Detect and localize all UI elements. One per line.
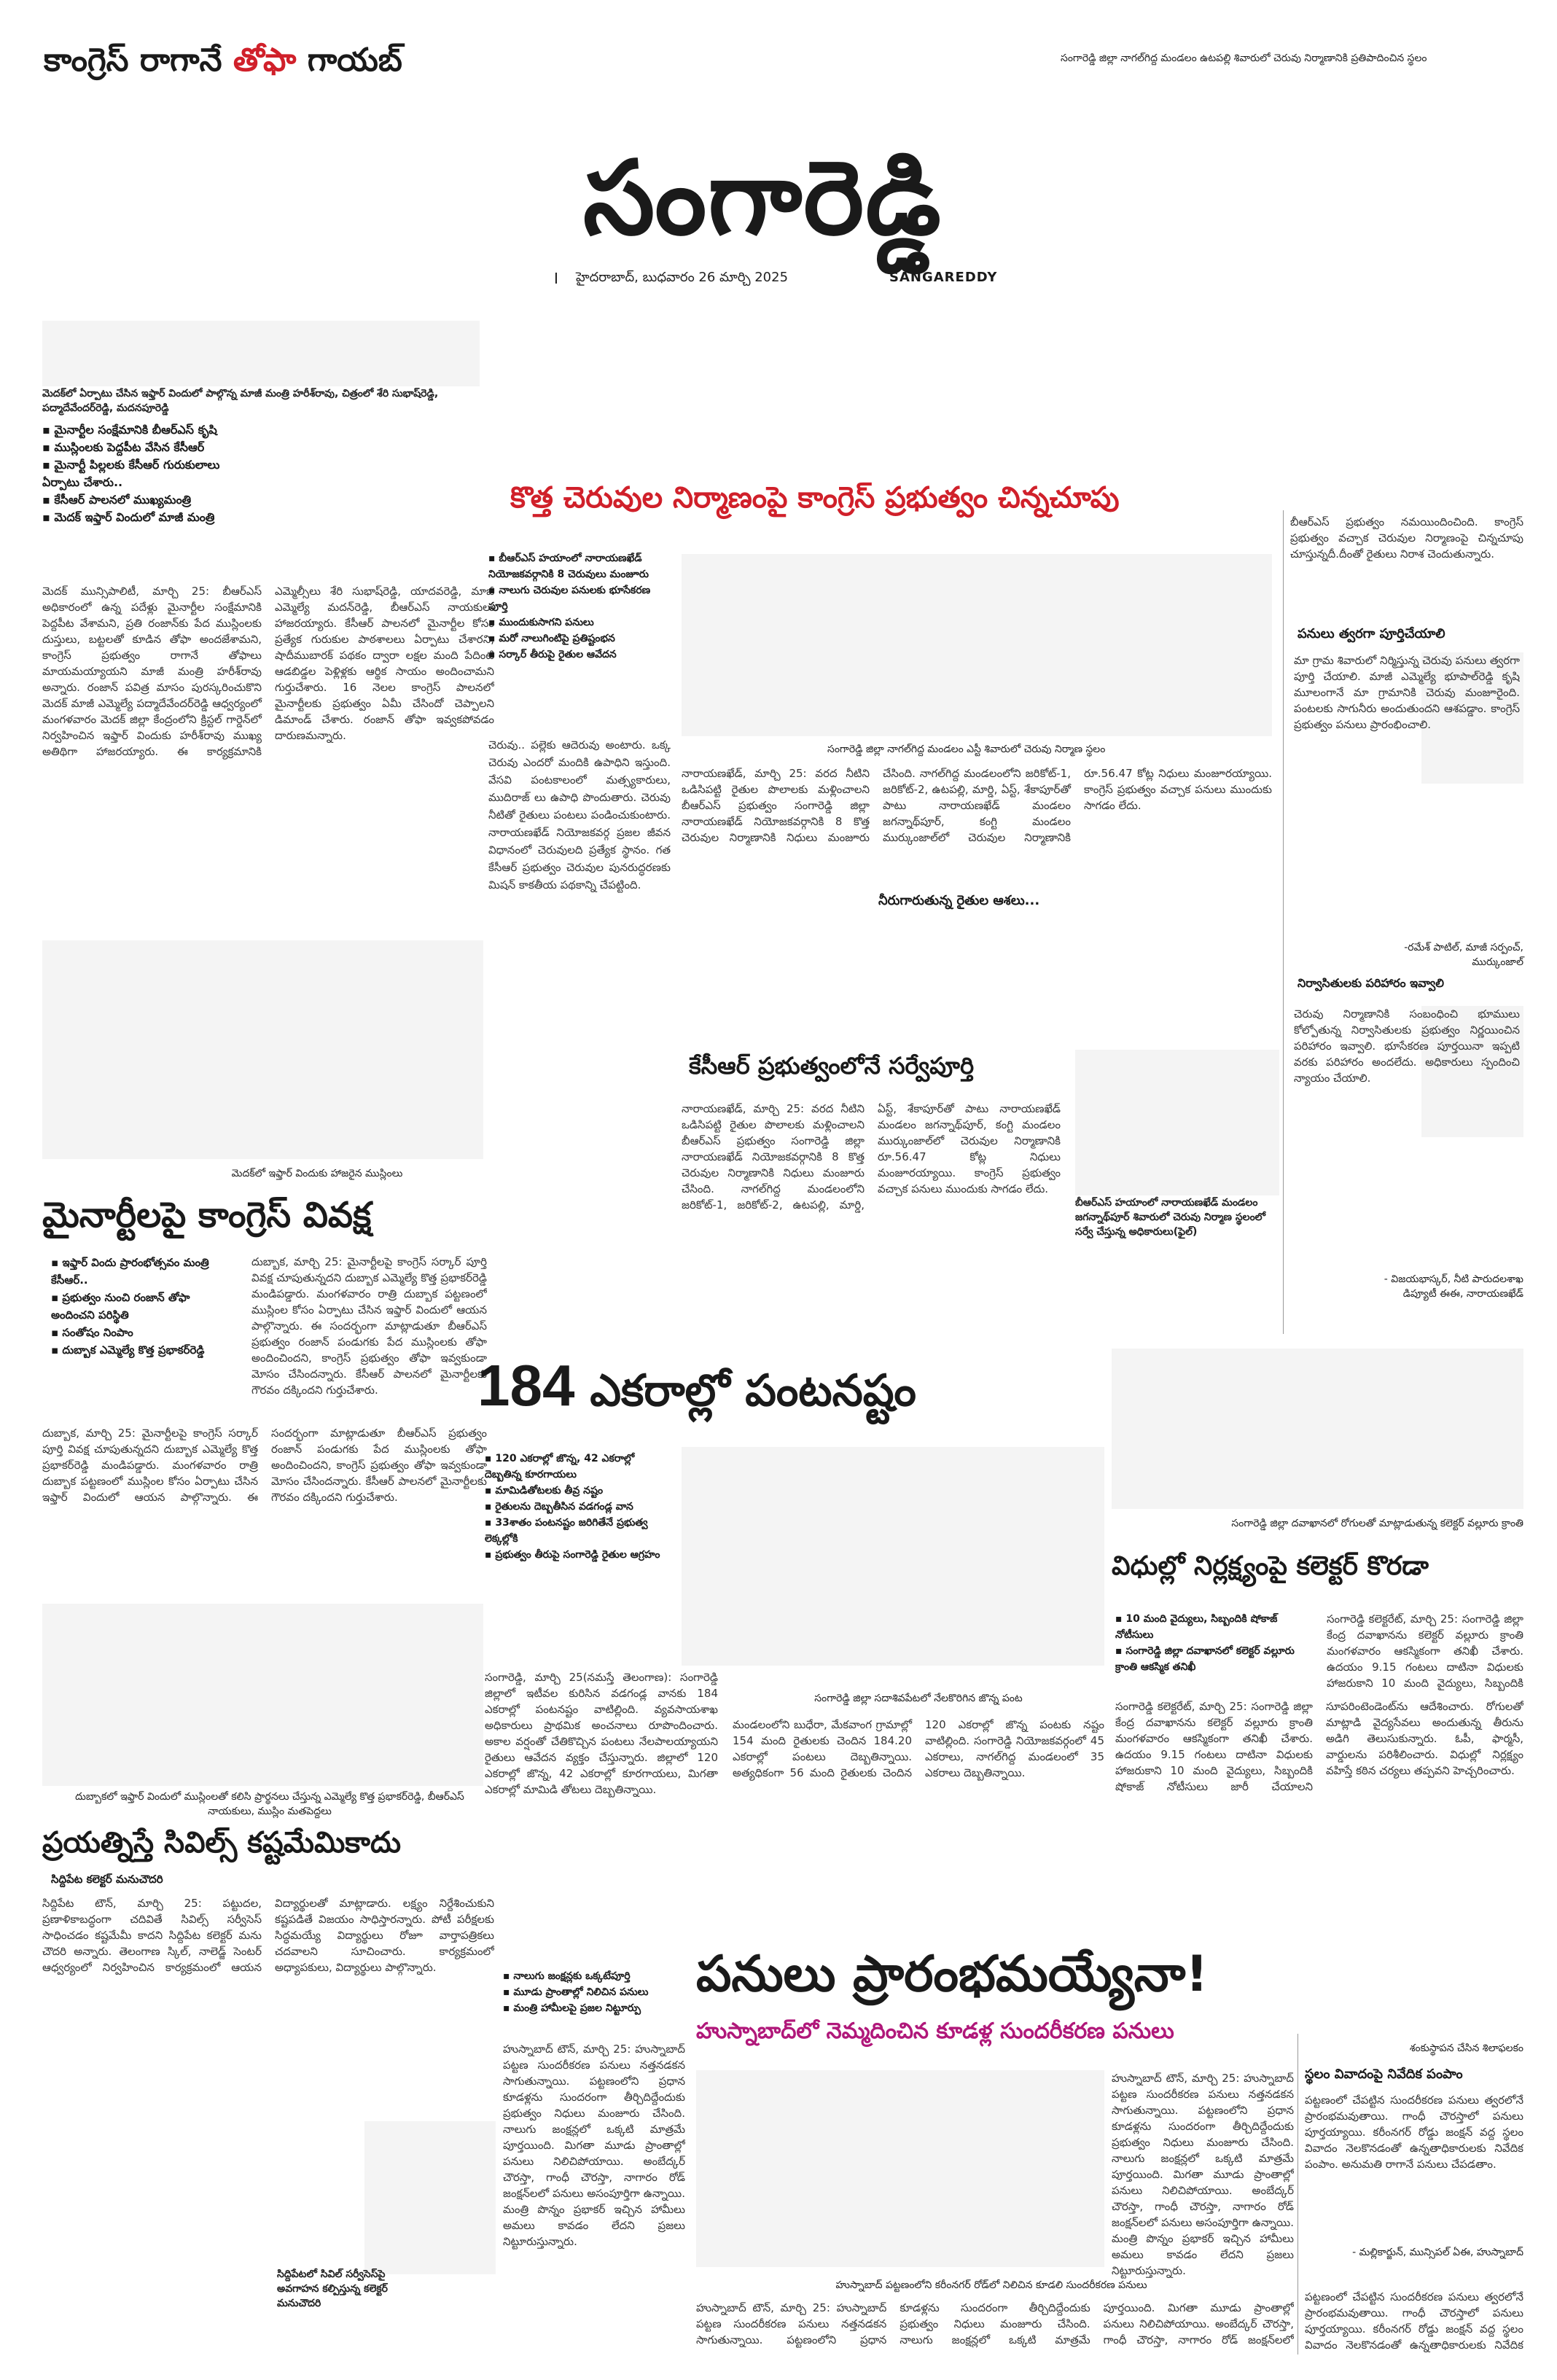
story6-kicker: దుబ్బాకలో ఇఫ్తార్ విందులో ముస్లింలతో కలి… (75, 1791, 464, 1817)
story1-bullets: మైనార్టీల సంక్షేమానికి బీఆర్ఎస్ కృషి ముస… (42, 421, 254, 574)
story4-bullet: రైతులను దెబ్బతీసిన వడగండ్ల వాన (485, 1499, 667, 1515)
story6-bullet: మంత్రి హామీలపై ప్రజల నిట్టూర్పు (503, 2000, 692, 2016)
story4-photo (682, 1447, 1104, 1666)
story1-photo-caption: మెదక్‌లో ఏర్పాటు చేసిన ఇఫ్తార్ విందులో ప… (42, 388, 439, 414)
story3-bullet: దుబ్బాక ఎమ్మెల్యే కొత్త ప్రభాకర్‌రెడ్డి (51, 1341, 237, 1359)
story2-side-sig-2: - విజయభాస్కర్, నీటి పారుదలశాఖ డిప్యూటీ ఈ… (1384, 1273, 1523, 1300)
story7-photo-caption: హుస్నాబాద్ పట్టణంలోని కరీంనగర్ రోడ్‌లో న… (835, 2279, 1147, 2291)
story2-bullet: బీఆర్ఎస్ హయాంలో నారాయణఖేడ్ నియోజకవర్గాని… (488, 550, 671, 582)
top-right-caption: సంగారెడ్డి జిల్లా నాగల్‌గిద్ద మండలం ఉటపల… (1061, 52, 1427, 64)
story7-body-2: హుస్నాబాద్‌ టౌన్‌, మార్చి 25: హుస్నాబాద్… (1112, 2072, 1294, 2277)
story2-photo-2 (1075, 1050, 1279, 1195)
story2-photo-caption-2: బీఆర్ఎస్ హయాంలో నారాయణఖేడ్ మండలం జగన్నాథ… (1075, 1197, 1266, 1238)
story1-bullet: మైనార్టీల సంక్షేమానికి బీఆర్ఎస్ కృషి (42, 421, 254, 439)
story1-bullet: ముస్లింలకు పెద్దపీట వేసిన కేసీఆర్ (42, 439, 254, 456)
story2-side-photo-1 (1421, 652, 1523, 784)
i-mark: I (554, 270, 558, 287)
kicker: కాంగ్రెస్ రాగానే తోఫా గాయబ్ (44, 42, 402, 79)
story2-photo-caption: సంగారెడ్డి జిల్లా నాగల్‌గిద్ద మండలం ఎస్ట… (827, 744, 1106, 755)
story7-side-body: పట్టణంలో చేపట్టిన సుందరీకరణ పనులు త్వరలో… (1305, 2094, 1523, 2171)
story1-bullet: మైనార్టీ పిల్లలకు కేసీఆర్ గురుకులాలు ఏర్… (42, 456, 254, 491)
story2-side-sig-1: -రమేశ్ పాటిల్, మాజీ సర్పంచ్, ముర్కుంజాల్ (1404, 942, 1523, 968)
story7-body-3: హుస్నాబాద్‌ టౌన్‌, మార్చి 25: హుస్నాబాద్… (696, 2301, 1294, 2346)
story2-bullets: బీఆర్ఎస్ హయాంలో నారాయణఖేడ్ నియోజకవర్గాని… (488, 550, 671, 725)
story6-photo-2 (364, 2121, 496, 2274)
story6-body: సిద్దిపేట టౌన్‌, మార్చి 25: పట్టుదల, ప్ర… (42, 1897, 494, 1974)
story5-headline: విధుల్లో నిర్లక్ష్యంపై కలెక్టర్ కొరడా (1112, 1551, 1429, 1581)
story3-photo (42, 940, 483, 1159)
story7-body: హుస్నాబాద్‌ టౌన్‌, మార్చి 25: హుస్నాబాద్… (503, 2042, 685, 2248)
kicker-red: తోఫా (233, 42, 297, 79)
story3-bullet: ప్రభుత్వం నుంచి రంజాన్ తోఫా అందించని పరి… (51, 1289, 237, 1324)
story2-photo (682, 554, 1272, 736)
story2-bullet: నాలుగు చెరువుల పనులకు భూసేకరణ పూర్తి (488, 582, 671, 614)
story7-side-body-2: పట్టణంలో చేపట్టిన సుందరీకరణ పనులు త్వరలో… (1305, 2290, 1523, 2352)
story1-bullet: మెదక్ ఇఫ్తార్ విందులో మాజీ మంత్రి (42, 509, 254, 526)
story4-bullet: 33శాతం పంటనష్టం జరిగితేనే ప్రభుత్వ లెక్క… (485, 1515, 667, 1547)
story2-side-body-2: చెరువు నిర్మాణానికి సంబంధించి భూములు కోల… (1294, 1007, 1520, 1085)
story7-headline: పనులు ప్రారంభమయ్యేనా! (696, 1946, 1209, 2003)
story2-side-subhead-1: పనులు త్వరగా పూర్తిచేయాలి (1298, 626, 1445, 641)
story7-photo (696, 2070, 1104, 2267)
story1-body: మెదక్‌ మున్సిపాలిటీ, మార్చి 25: బీఆర్ఎస్… (42, 585, 494, 758)
story7-side-kicker: శంకుస్థాపన చేసిన శిలాఫలకం (1409, 2042, 1523, 2054)
kicker-end: గాయబ్ (307, 42, 402, 79)
story5-bullet: 10 మంది వైద్యులు, సిబ్బందికి షోకాజ్ నోటీ… (1115, 1611, 1316, 1643)
story6-bullet: మూడు ప్రాంతాల్లో నిలిచిన పనులు (503, 1984, 692, 2000)
story5-photo (1112, 1349, 1523, 1509)
story2-body-2: నారాయణఖేడ్‌, మార్చి 25: వరద నీటిని ఒడిసి… (682, 1102, 1061, 1212)
story3-bullet: ఇఫ్తార్ విందు ప్రారంభోత్సవం మంత్రి కేసీఆ… (51, 1254, 237, 1289)
story6-photo (42, 1604, 483, 1786)
dateline: హైదరాబాద్‌, బుధవారం 26 మార్చి 2025 (576, 270, 789, 285)
story5-kicker: సంగారెడ్డి జిల్లా దవాఖానలో రోగులతో మాట్ల… (1231, 1518, 1523, 1529)
column-divider (1283, 510, 1284, 1334)
story6-bullets: నాలుగు జంక్షన్లకు ఒక్కటేపూర్తి మూడు ప్రా… (503, 1968, 692, 2034)
story7-side-sig: - మల్లికార్జున్, మున్సిపల్ ఏఈ, హుస్నాబాద… (1352, 2247, 1523, 2258)
story2-pull-quote: చెరువు.. పల్లెకు ఆదెరువు అంటారు. ఒక్క చె… (488, 738, 671, 891)
story1-photo (42, 321, 480, 386)
story6-byline: సిద్దిపేట కలెక్టర్ మనుచౌదరి (51, 1873, 163, 1886)
story4-headline-rest: ఎకరాల్లో పంటనష్టం (590, 1365, 916, 1416)
story4-photo-caption: సంగారెడ్డి జిల్లా సదాశివపేటలో నేలకొరిగిన… (814, 1693, 1023, 1704)
story5-body-col2: సంగారెడ్డి కలెక్టరేట్‌, మార్చి 25: సంగార… (1327, 1612, 1523, 1690)
story6-headline: ప్రయత్నిస్తే సివిల్స్ కష్టమేమికాదు (42, 1826, 402, 1860)
story2-bullet: ముందుకుసాగని పనులు (488, 614, 671, 631)
story2-subhead-1: నీరుగారుతున్న రైతుల ఆశలు... (878, 893, 1040, 908)
story4-bullet: మామిడితోటలకు తీవ్ర నష్టం (485, 1483, 667, 1499)
story5-body: సంగారెడ్డి కలెక్టరేట్‌, మార్చి 25: సంగార… (1115, 1700, 1523, 1793)
story4-photo-body: మండలంలోని బుధేరా, మేకవాంగ గ్రామాల్లో 154… (733, 1718, 1104, 1779)
story3-headline: మైనార్టీలపై కాంగ్రెస్ వివక్ష (42, 1195, 372, 1236)
story2-bullet: సర్కార్ తీరుపై రైతుల ఆవేదన (488, 647, 671, 663)
story7-side-subhead: స్థలం వివాదంపై నివేదిక పంపాం (1305, 2067, 1463, 2082)
story6-bullet: నాలుగు జంక్షన్లకు ఒక్కటేపూర్తి (503, 1968, 692, 1984)
story2-side-photo-2 (1421, 1006, 1523, 1137)
story2-side-top: బీఆర్ఎస్ ప్రభుత్వం నమయిందించింది. కాంగ్ర… (1290, 515, 1523, 561)
story3-body: దుబ్బాక, మార్చి 25: మైనార్టీలపై కాంగ్రెస… (42, 1427, 487, 1504)
story3-body-col2: దుబ్బాక, మార్చి 25: మైనార్టీలపై కాంగ్రెస… (251, 1255, 487, 1397)
story4-bullets: 120 ఎకరాల్లో జొన్న, 42 ఎకరాల్లో దెబ్బతిన… (485, 1451, 667, 1655)
story4-bullet: 120 ఎకరాల్లో జొన్న, 42 ఎకరాల్లో దెబ్బతిన… (485, 1451, 667, 1483)
story2-subhead-2: కేసీఆర్ ప్రభుత్వంలోనే సర్వేపూర్తి (689, 1052, 975, 1080)
masthead-english: SANGAREDDY (889, 270, 998, 285)
story5-bullet: సంగారెడ్డి జిల్లా దవాఖానలో కలెక్టర్ వల్ల… (1115, 1643, 1316, 1675)
story2-bullet: మరో నాలుగింటిపై ప్రతిష్టంభన (488, 631, 671, 647)
story4-body: సంగారెడ్డి, మార్చి 25(నమస్తే తెలంగాణ): స… (485, 1671, 718, 1796)
story4-bullet: ప్రభుత్వం తీరుపై సంగారెడ్డి రైతుల ఆగ్రహం (485, 1547, 667, 1563)
story2-body: నారాయణఖేడ్‌, మార్చి 25: వరద నీటిని ఒడిసి… (682, 767, 1272, 844)
story4-headline-num: 184 (477, 1353, 575, 1418)
story5-bullets: 10 మంది వైద్యులు, సిబ్బందికి షోకాజ్ నోటీ… (1115, 1611, 1316, 1691)
story4-headline: 184 ఎకరాల్లో పంటనష్టం (477, 1352, 1243, 1419)
story1-bullet: కేసీఆర్ పాలనలో ముఖ్యమంత్రి (42, 491, 254, 509)
story2-side-body-1: మా గ్రామ శివారులో నిర్మిస్తున్న చెరువు ప… (1294, 654, 1520, 731)
story6-photo-caption: సిద్దిపేటలో సివిల్ సర్వీసెస్‌పై అవగాహన క… (277, 2268, 388, 2309)
kicker-black: కాంగ్రెస్ రాగానే (44, 42, 222, 79)
masthead: సంగారెడ్డి (583, 138, 943, 258)
story7-subhead: హుస్నాబాద్‌లో నెమ్మదించిన కూడళ్ల సుందరీక… (696, 2018, 1174, 2044)
story3-bullet: సంతోషం నింపాం (51, 1324, 237, 1341)
story3-bullets: ఇఫ్తార్ విందు ప్రారంభోత్సవం మంత్రి కేసీఆ… (51, 1254, 237, 1421)
story3-photo-caption: మెదక్‌లో ఇఫ్తార్ విందుకు హాజరైన ముస్లింల… (231, 1168, 403, 1179)
story2-headline: కొత్త చెరువుల నిర్మాణంపై కాంగ్రెస్ ప్రభు… (510, 481, 1120, 515)
story2-side-subhead-2: నిర్వాసితులకు పరిహారం ఇవ్వాలి (1298, 976, 1444, 990)
